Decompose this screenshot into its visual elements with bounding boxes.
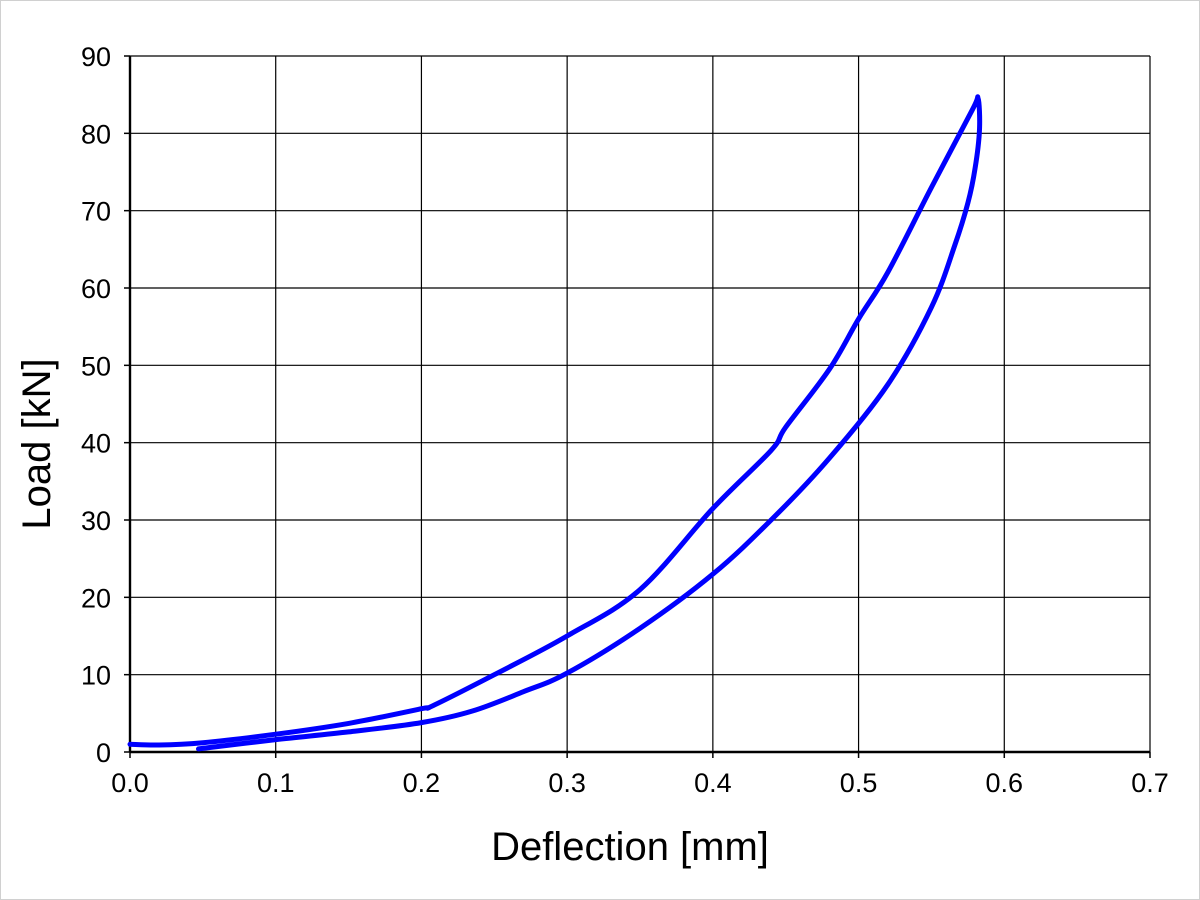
- x-tick-labels: 0.0 0.1 0.2 0.3 0.4 0.5 0.6 0.7: [111, 768, 1169, 798]
- y-tick-label: 70: [81, 197, 111, 227]
- x-tick-label: 0.2: [403, 768, 441, 798]
- y-tick-label: 0: [96, 738, 111, 768]
- x-tick-label: 0.7: [1131, 768, 1169, 798]
- x-tick-label: 0.5: [840, 768, 878, 798]
- x-tick-label: 0.4: [694, 768, 732, 798]
- y-tick-label: 50: [81, 351, 111, 381]
- y-tick-label: 10: [81, 661, 111, 691]
- y-tick-label: 90: [81, 42, 111, 72]
- y-axis-title: Load [kN]: [15, 358, 59, 529]
- plot-area: [130, 56, 1150, 752]
- series-layer: [127, 94, 983, 752]
- y-tick-label: 80: [81, 119, 111, 149]
- y-tick-label: 40: [81, 429, 111, 459]
- y-tick-labels: 0 10 20 30 40 50 60 70 80 90: [81, 42, 111, 768]
- x-axis-title: Deflection [mm]: [491, 825, 769, 869]
- x-tick-label: 0.0: [111, 768, 149, 798]
- series-line: [127, 94, 983, 752]
- y-tick-label: 20: [81, 583, 111, 613]
- x-tick-label: 0.6: [986, 768, 1024, 798]
- axes: [124, 55, 1151, 758]
- gridlines: [130, 55, 1151, 752]
- y-tick-label: 30: [81, 506, 111, 536]
- x-tick-label: 0.1: [257, 768, 295, 798]
- y-tick-label: 60: [81, 274, 111, 304]
- x-tick-label: 0.3: [548, 768, 586, 798]
